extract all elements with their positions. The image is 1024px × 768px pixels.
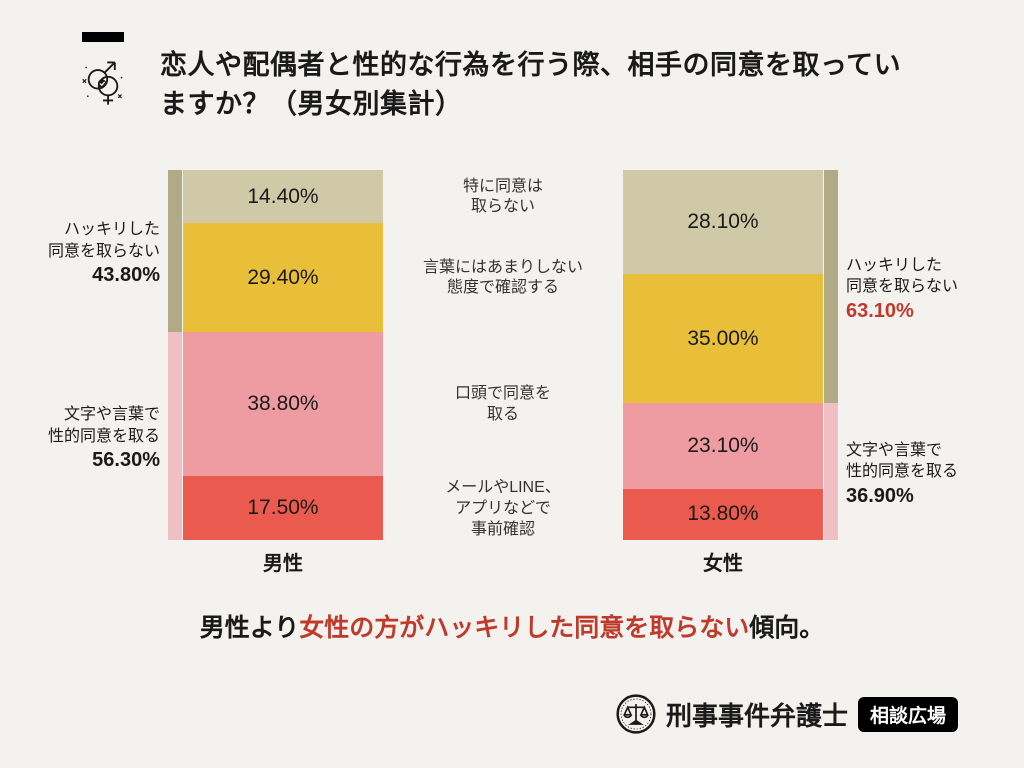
value: 17.50% (247, 496, 318, 520)
conclusion-post: 傾向。 (749, 614, 824, 642)
side-male-noclear: ハッキリした同意を取らない43.80% (48, 219, 160, 289)
seg-male-written: 17.50% (183, 476, 383, 541)
conclusion-highlight: 女性の方がハッキリした同意を取らない (299, 614, 749, 642)
bar-label-female: 女性 (623, 547, 823, 576)
side-female-noclear: ハッキリした同意を取らない63.10% (846, 255, 958, 325)
seg-male-attitude-only: 29.40% (183, 223, 383, 332)
value: 14.40% (247, 185, 318, 209)
gender-consent-icon (76, 54, 130, 108)
chart-title: 恋人や配偶者と性的な行為を行う際、相手の同意を取っていますか？（男女別集計） (160, 46, 920, 124)
value: 23.10% (687, 434, 758, 458)
seg-female-no-consent: 28.10% (623, 170, 823, 274)
conclusion-text: 男性より女性の方がハッキリした同意を取らない傾向。 (0, 608, 1024, 644)
bracket-female-noclear (824, 170, 838, 403)
cat-label-0: 特に同意は取らない (403, 177, 603, 219)
seg-female-written: 13.80% (623, 489, 823, 540)
cat-label-2: 口頭で同意を取る (403, 384, 603, 426)
chart-area: 14.40% 29.40% 38.80% 17.50% 男性 28.10% 35… (0, 150, 1024, 590)
seg-female-verbal: 23.10% (623, 403, 823, 488)
scales-seal-icon (616, 694, 656, 734)
side-male-explicit: 文字や言葉で性的同意を取る56.30% (48, 404, 160, 474)
value: 29.40% (247, 266, 318, 290)
value: 28.10% (687, 210, 758, 234)
conclusion-pre: 男性より (200, 614, 300, 642)
footer-badge: 相談広場 (858, 697, 958, 732)
value: 35.00% (687, 327, 758, 351)
seg-female-attitude-only: 35.00% (623, 274, 823, 404)
value: 13.80% (687, 502, 758, 526)
bar-label-male: 男性 (183, 547, 383, 576)
bracket-male-noclear (168, 170, 182, 332)
footer-brand: 刑事事件弁護士 (666, 696, 848, 733)
value: 38.80% (247, 392, 318, 416)
bracket-female-explicit (824, 403, 838, 540)
side-female-explicit: 文字や言葉で性的同意を取る36.90% (846, 440, 958, 510)
seg-male-no-consent: 14.40% (183, 170, 383, 223)
bar-male: 14.40% 29.40% 38.80% 17.50% (183, 170, 383, 540)
bar-female: 28.10% 35.00% 23.10% 13.80% (623, 170, 823, 540)
seg-male-verbal: 38.80% (183, 332, 383, 476)
cat-label-1: 言葉にはあまりしない態度で確認する (403, 258, 603, 300)
cat-label-3: メールやLINE、アプリなどで事前確認 (403, 478, 603, 540)
bracket-male-explicit (168, 332, 182, 540)
footer: 刑事事件弁護士 相談広場 (616, 694, 958, 734)
accent-bar (82, 32, 124, 42)
